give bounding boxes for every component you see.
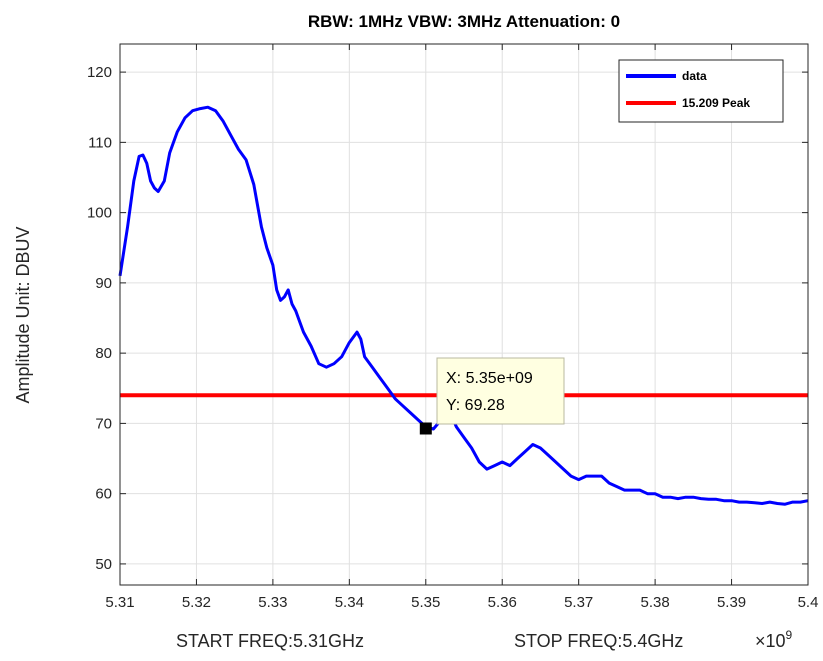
x-tick-label: 5.39 bbox=[717, 594, 746, 611]
x-tick-label: 5.33 bbox=[258, 594, 287, 611]
y-axis-label: Amplitude Unit: DBUV bbox=[13, 226, 33, 403]
legend-box bbox=[618, 59, 784, 123]
legend: data 15.209 Peak bbox=[618, 59, 784, 123]
chart-title: RBW: 1MHz VBW: 3MHz Attenuation: 0 bbox=[308, 12, 620, 31]
plot-area bbox=[120, 44, 808, 585]
y-tick-label: 50 bbox=[95, 556, 112, 573]
y-tick-label: 90 bbox=[95, 275, 112, 292]
x-axis-exponent-power: 9 bbox=[786, 628, 793, 642]
y-tick-label: 110 bbox=[88, 134, 112, 151]
data-tip-box bbox=[436, 357, 565, 425]
y-tick-label: 60 bbox=[95, 486, 112, 503]
legend-label-data: data bbox=[682, 69, 707, 83]
x-tick-label: 5.35 bbox=[411, 594, 440, 611]
y-tick-label: 100 bbox=[87, 205, 112, 222]
x-axis-exponent-base: ×10 bbox=[755, 631, 786, 651]
data-tip-y: Y: 69.28 bbox=[446, 397, 505, 414]
data-tip[interactable]: X: 5.35e+09 Y: 69.28 bbox=[436, 357, 565, 425]
x-tick-label: 5.36 bbox=[488, 594, 517, 611]
x-tick-label: 5.38 bbox=[641, 594, 670, 611]
data-tip-x: X: 5.35e+09 bbox=[446, 370, 533, 387]
x-axis-ticks: 5.31 5.32 5.33 5.34 5.35 5.36 5.37 5.38 5.39 5.4 bbox=[105, 44, 818, 611]
plot-frame bbox=[119, 43, 809, 586]
y-tick-label: 120 bbox=[87, 64, 112, 81]
data-tip-marker[interactable] bbox=[419, 422, 432, 435]
x-axis-label-start: START FREQ:5.31GHz bbox=[176, 631, 364, 651]
x-axis-label-stop: STOP FREQ:5.4GHz bbox=[514, 631, 683, 651]
x-tick-label: 5.4 bbox=[798, 594, 819, 611]
y-tick-label: 80 bbox=[95, 345, 112, 362]
x-tick-label: 5.32 bbox=[182, 594, 211, 611]
legend-label-peak: 15.209 Peak bbox=[682, 96, 750, 110]
y-axis-ticks: 50 60 70 80 90 100 110 120 bbox=[87, 64, 808, 573]
x-tick-label: 5.31 bbox=[105, 594, 134, 611]
y-tick-label: 70 bbox=[95, 415, 112, 432]
x-tick-label: 5.34 bbox=[335, 594, 364, 611]
x-axis-exponent: ×109 bbox=[755, 628, 793, 651]
x-tick-label: 5.37 bbox=[564, 594, 593, 611]
